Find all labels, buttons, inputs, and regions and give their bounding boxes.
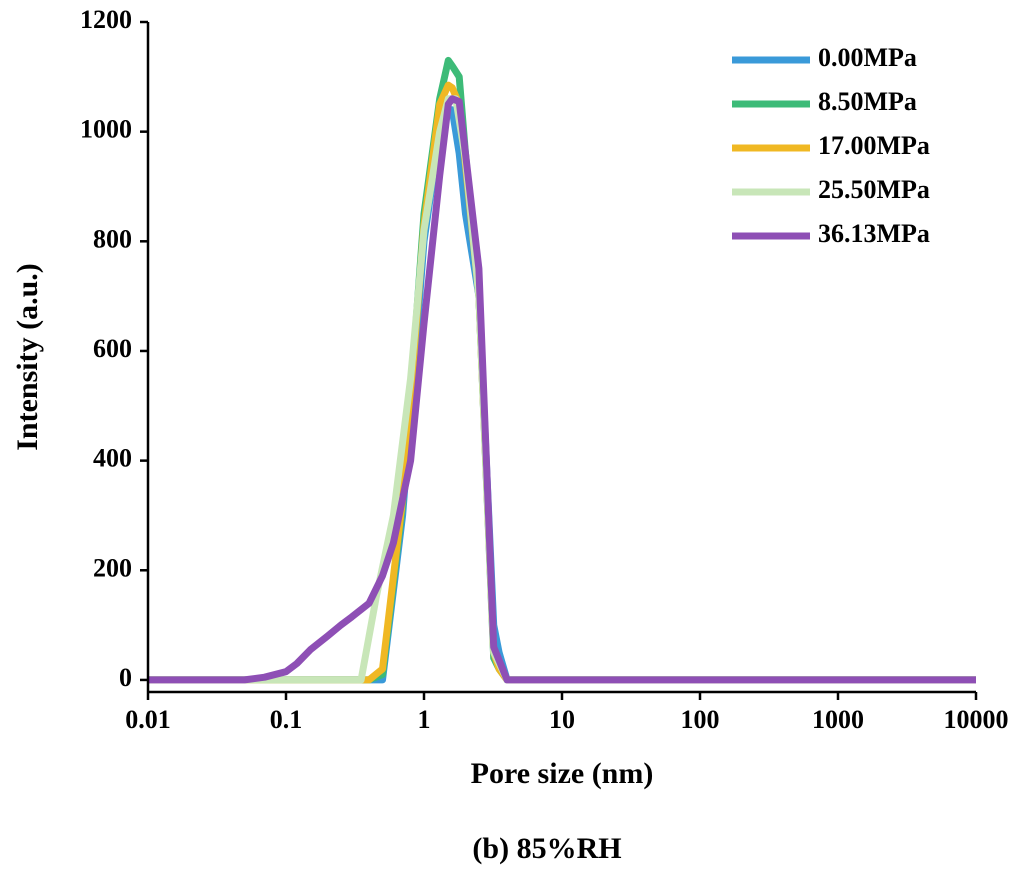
legend-label: 17.00MPa bbox=[818, 131, 930, 160]
x-tick-label: 0.1 bbox=[270, 705, 303, 734]
y-tick-label: 0 bbox=[119, 663, 132, 692]
y-tick-label: 600 bbox=[93, 334, 132, 363]
x-tick-label: 100 bbox=[681, 705, 720, 734]
x-tick-label: 1 bbox=[418, 705, 431, 734]
x-tick-label: 10 bbox=[549, 705, 575, 734]
y-tick-label: 400 bbox=[93, 444, 132, 473]
x-tick-label: 1000 bbox=[812, 705, 864, 734]
legend-label: 25.50MPa bbox=[818, 175, 930, 204]
caption: (b) 85%RH bbox=[472, 832, 621, 865]
y-axis-label: Intensity (a.u.) bbox=[11, 263, 44, 451]
series-line bbox=[148, 95, 976, 684]
y-tick-label: 1000 bbox=[80, 115, 132, 144]
x-axis-label: Pore size (nm) bbox=[471, 757, 654, 790]
y-tick-label: 800 bbox=[93, 224, 132, 253]
y-tick-label: 200 bbox=[93, 553, 132, 582]
x-tick-label: 0.01 bbox=[125, 705, 171, 734]
legend-label: 8.50MPa bbox=[818, 87, 917, 116]
legend-label: 36.13MPa bbox=[818, 219, 930, 248]
y-tick-label: 1200 bbox=[80, 5, 132, 34]
legend-label: 0.00MPa bbox=[818, 43, 917, 72]
x-tick-label: 10000 bbox=[944, 705, 1009, 734]
